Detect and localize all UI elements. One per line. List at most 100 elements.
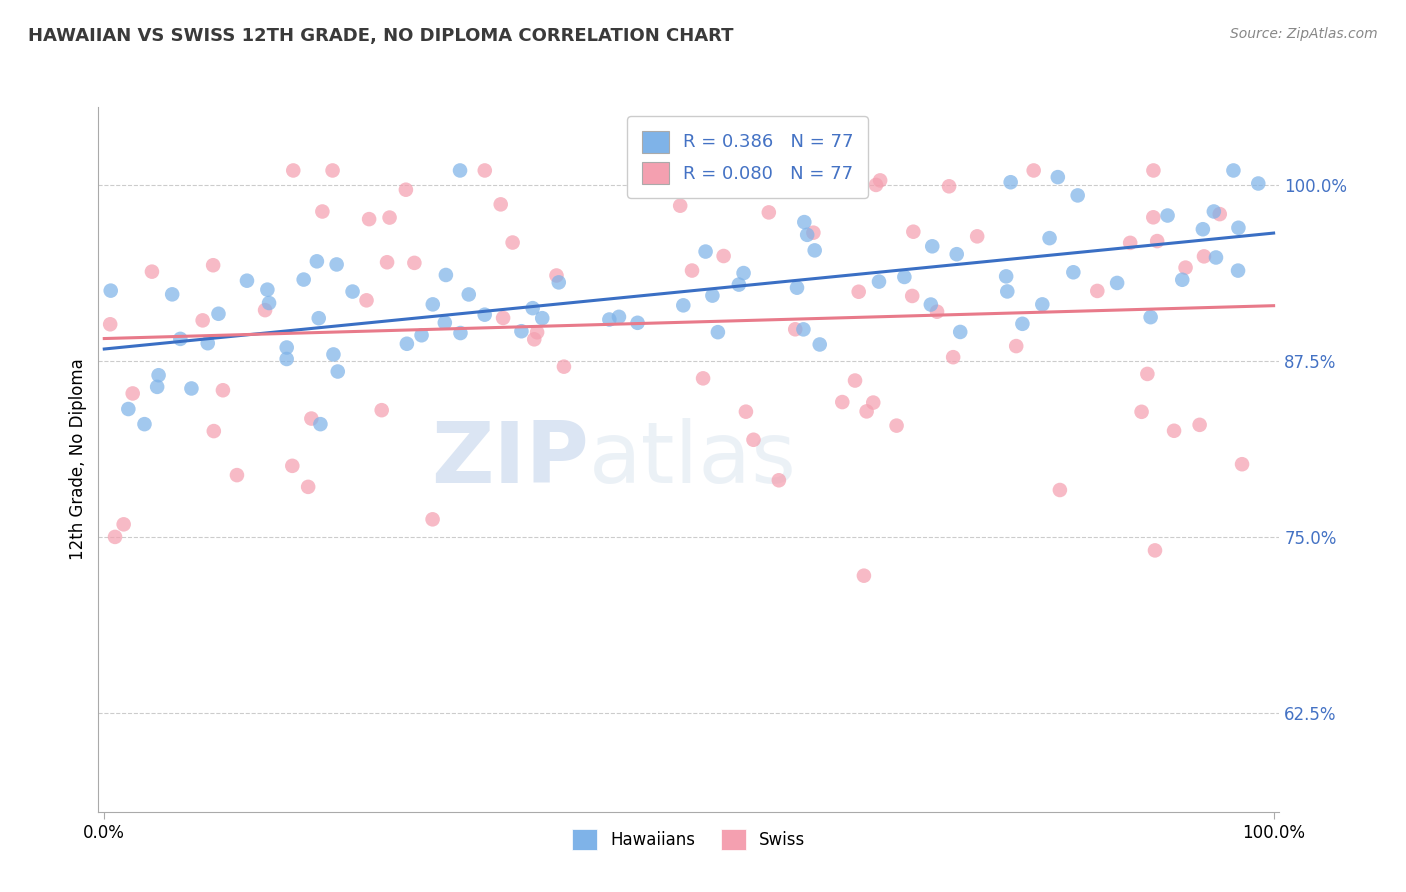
Point — [299, 411, 322, 425]
Point — [796, 227, 818, 242]
Point — [692, 371, 714, 385]
Point — [112, 517, 135, 532]
Point — [197, 336, 219, 351]
Point — [865, 178, 887, 192]
Point — [758, 205, 780, 219]
Point — [276, 351, 298, 366]
Legend: Hawaiians, Swiss: Hawaiians, Swiss — [565, 822, 813, 856]
Point — [474, 163, 496, 178]
Point — [254, 303, 277, 318]
Point — [1031, 297, 1053, 311]
Point — [146, 380, 169, 394]
Point — [309, 417, 332, 432]
Point — [925, 304, 948, 318]
Point — [1146, 234, 1168, 248]
Point — [370, 403, 392, 417]
Point — [256, 283, 278, 297]
Point — [786, 281, 808, 295]
Point — [1192, 249, 1215, 263]
Point — [395, 336, 418, 351]
Point — [522, 301, 544, 315]
Point — [1163, 424, 1185, 438]
Point — [707, 325, 730, 339]
Point — [921, 239, 943, 253]
Point — [713, 249, 735, 263]
Point — [191, 313, 214, 327]
Point — [742, 433, 765, 447]
Point — [257, 296, 280, 310]
Point — [1038, 231, 1060, 245]
Point — [803, 226, 825, 240]
Point — [1143, 543, 1166, 558]
Point — [1136, 367, 1159, 381]
Point — [356, 293, 378, 308]
Point — [949, 325, 972, 339]
Point — [903, 225, 925, 239]
Point — [1000, 175, 1022, 189]
Point — [1174, 260, 1197, 275]
Point — [378, 211, 401, 225]
Point — [831, 395, 853, 409]
Point — [728, 277, 751, 292]
Point — [1005, 339, 1028, 353]
Point — [1192, 222, 1215, 236]
Point — [160, 287, 183, 301]
Point — [672, 298, 695, 312]
Point — [531, 311, 554, 326]
Point — [1142, 163, 1164, 178]
Point — [1066, 188, 1088, 202]
Point — [1209, 207, 1232, 221]
Point — [1188, 417, 1211, 432]
Point — [1171, 273, 1194, 287]
Point — [1046, 170, 1069, 185]
Point — [281, 458, 304, 473]
Point — [1230, 457, 1253, 471]
Point — [869, 173, 891, 187]
Point — [1119, 235, 1142, 250]
Point — [862, 395, 884, 409]
Text: Source: ZipAtlas.com: Source: ZipAtlas.com — [1230, 27, 1378, 41]
Point — [180, 381, 202, 395]
Point — [311, 204, 333, 219]
Point — [1247, 177, 1270, 191]
Point — [523, 332, 546, 346]
Point — [325, 257, 347, 271]
Point — [945, 247, 967, 261]
Point — [433, 316, 456, 330]
Point — [901, 289, 924, 303]
Point — [547, 276, 569, 290]
Point — [141, 265, 163, 279]
Point — [848, 285, 870, 299]
Point — [411, 328, 433, 343]
Point — [702, 288, 724, 302]
Point — [735, 405, 758, 419]
Point — [669, 199, 692, 213]
Text: atlas: atlas — [589, 417, 797, 501]
Point — [855, 404, 877, 418]
Point — [886, 418, 908, 433]
Point — [1142, 211, 1164, 225]
Point — [942, 350, 965, 364]
Point — [207, 307, 229, 321]
Point — [283, 163, 305, 178]
Point — [169, 332, 191, 346]
Point — [100, 284, 122, 298]
Point — [1227, 220, 1250, 235]
Point — [733, 266, 755, 280]
Text: ZIP: ZIP — [430, 417, 589, 501]
Point — [793, 215, 815, 229]
Point — [995, 285, 1018, 299]
Point — [236, 274, 259, 288]
Point — [226, 468, 249, 483]
Point — [489, 197, 512, 211]
Point — [1139, 310, 1161, 325]
Point — [526, 325, 548, 339]
Point — [98, 318, 121, 332]
Point — [359, 212, 381, 227]
Point — [1085, 284, 1108, 298]
Point — [768, 473, 790, 487]
Point — [434, 268, 457, 282]
Point — [607, 310, 630, 324]
Text: HAWAIIAN VS SWISS 12TH GRADE, NO DIPLOMA CORRELATION CHART: HAWAIIAN VS SWISS 12TH GRADE, NO DIPLOMA… — [28, 27, 734, 45]
Point — [1202, 204, 1225, 219]
